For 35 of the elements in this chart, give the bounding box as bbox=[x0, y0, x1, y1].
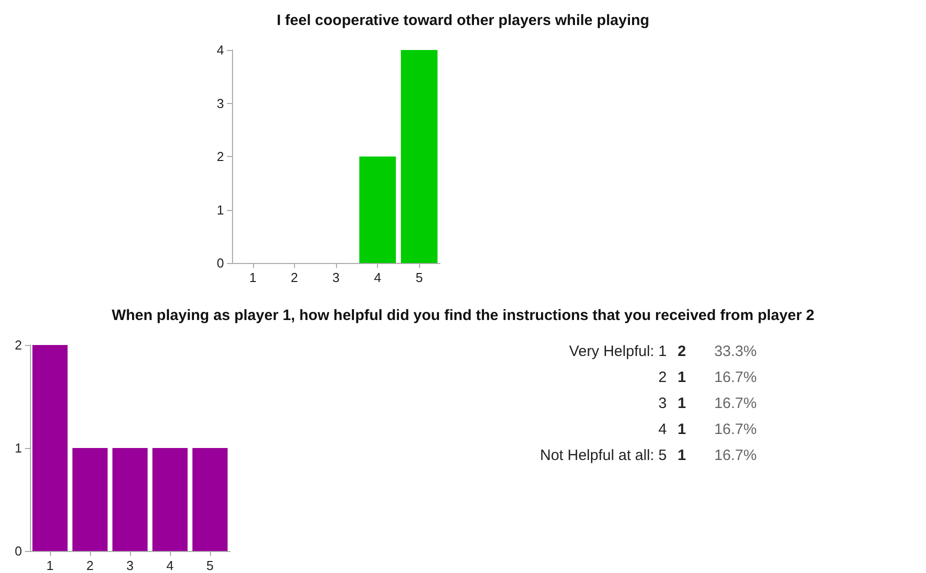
text: 3 bbox=[657, 395, 667, 412]
y-tick-label: 1 bbox=[216, 202, 224, 218]
text: Very Helpful: 1 bbox=[568, 343, 667, 360]
x-tick-label: 5 bbox=[416, 270, 423, 285]
y-tick-label: 4 bbox=[216, 42, 224, 58]
y-tick-label: 2 bbox=[14, 338, 22, 352]
text: 1 bbox=[676, 447, 687, 464]
chart-title: I feel cooperative toward other players while playing bbox=[276, 12, 650, 29]
text: 16.7% bbox=[713, 369, 757, 386]
x-tick-label: 2 bbox=[290, 270, 298, 285]
text: 4 bbox=[657, 421, 667, 438]
y-tick-label: 3 bbox=[216, 96, 224, 111]
text: 16.7% bbox=[713, 447, 757, 464]
text: 1 bbox=[676, 421, 687, 438]
y-tick-label: 0 bbox=[14, 544, 22, 558]
text: 16.7% bbox=[713, 421, 757, 438]
text: 1 bbox=[676, 369, 687, 386]
y-tick-label: 0 bbox=[216, 256, 224, 270]
y-tick-label: 1 bbox=[14, 440, 22, 456]
x-tick-label: 3 bbox=[332, 270, 340, 285]
text: 2 bbox=[676, 343, 687, 360]
x-tick-label: 5 bbox=[206, 558, 214, 573]
text: Not Helpful at all: 5 bbox=[540, 447, 667, 464]
text: 1 bbox=[676, 395, 687, 412]
x-tick-label: 4 bbox=[374, 270, 382, 285]
text: 16.7% bbox=[713, 395, 757, 412]
x-tick-label: 1 bbox=[46, 558, 54, 573]
x-tick-label: 1 bbox=[249, 270, 256, 285]
text: When playing as player 1, how helpful did you find the instructions that you received from player 2 bbox=[112, 307, 814, 324]
x-tick-label: 4 bbox=[166, 558, 174, 573]
x-tick-label: 3 bbox=[126, 558, 134, 573]
text: 2 bbox=[657, 369, 667, 386]
x-tick-label: 2 bbox=[86, 558, 94, 573]
y-tick-label: 2 bbox=[216, 149, 224, 164]
text: 33.3% bbox=[713, 343, 757, 360]
